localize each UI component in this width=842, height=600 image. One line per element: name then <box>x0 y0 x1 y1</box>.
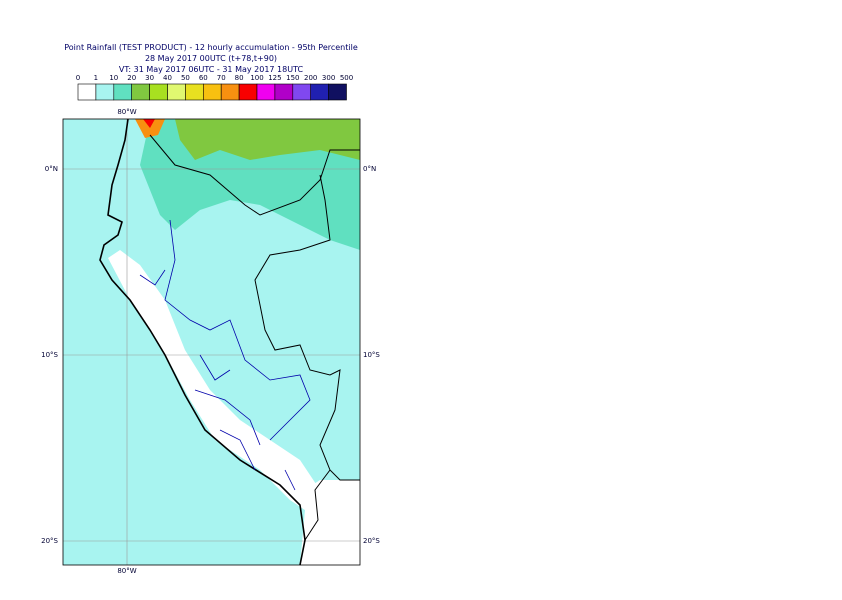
legend-label: 10 <box>109 74 118 82</box>
legend-swatch <box>310 83 329 101</box>
legend-swatch <box>203 83 222 101</box>
legend-label: 50 <box>181 74 190 82</box>
map-frame <box>62 118 361 566</box>
legend-swatch <box>220 83 240 101</box>
rain-area <box>175 119 360 160</box>
lon-label: 80°W <box>117 108 136 116</box>
valid-time: VT: 31 May 2017 06UTC - 31 May 2017 18UT… <box>119 65 304 74</box>
legend-label: 125 <box>268 74 281 82</box>
lat-label: 10°S <box>41 351 58 359</box>
rain-area <box>143 119 155 128</box>
lat-label: 0°N <box>45 165 58 173</box>
title-block: Point Rainfall (TEST PRODUCT) - 12 hourl… <box>64 43 358 74</box>
dry-area <box>108 250 320 510</box>
legend-label: 100 <box>250 74 263 82</box>
legend-label: 200 <box>304 74 317 82</box>
legend-swatch <box>113 83 133 101</box>
map: 80°W 80°W 0°N 0°N 10°S 10°S 20°S 20°S <box>41 108 380 575</box>
legend-label: 40 <box>163 74 172 82</box>
legend-label: 300 <box>322 74 335 82</box>
coastline <box>99 118 306 566</box>
legend-swatch <box>256 83 276 101</box>
legend-label: 30 <box>145 74 154 82</box>
lat-label: 20°S <box>363 537 380 545</box>
legend-swatch <box>167 83 186 101</box>
run-time: 28 May 2017 00UTC (t+78,t+90) <box>145 54 277 63</box>
region-border <box>139 219 311 491</box>
legend-swatch <box>95 83 115 101</box>
legend-label: 1 <box>94 74 98 82</box>
legend-label: 500 <box>340 74 353 82</box>
lat-label: 20°S <box>41 537 58 545</box>
legend-label: 80 <box>235 74 244 82</box>
legend-label: 20 <box>127 74 136 82</box>
legend-swatch <box>328 83 347 101</box>
legend-swatch <box>238 83 258 101</box>
dry-area <box>290 480 360 565</box>
rain-area <box>135 119 165 138</box>
legend-swatch <box>131 83 150 101</box>
legend-swatch <box>185 83 204 101</box>
legend-label: 60 <box>199 74 208 82</box>
lat-label: 10°S <box>363 351 380 359</box>
legend-label: 70 <box>217 74 226 82</box>
border <box>149 134 360 541</box>
lat-label: 0°N <box>363 165 376 173</box>
legend-label: 0 <box>76 74 80 82</box>
legend-swatch <box>149 83 168 101</box>
legend: 0 1 10 20 30 40 50 60 70 80 100 125 150 200 300 500 <box>76 74 353 101</box>
legend-swatch <box>274 83 294 101</box>
legend-swatch <box>77 83 97 101</box>
title: Point Rainfall (TEST PRODUCT) - 12 hourl… <box>64 43 358 52</box>
lon-label: 80°W <box>117 567 136 575</box>
legend-label: 150 <box>286 74 299 82</box>
legend-swatch <box>292 83 311 101</box>
